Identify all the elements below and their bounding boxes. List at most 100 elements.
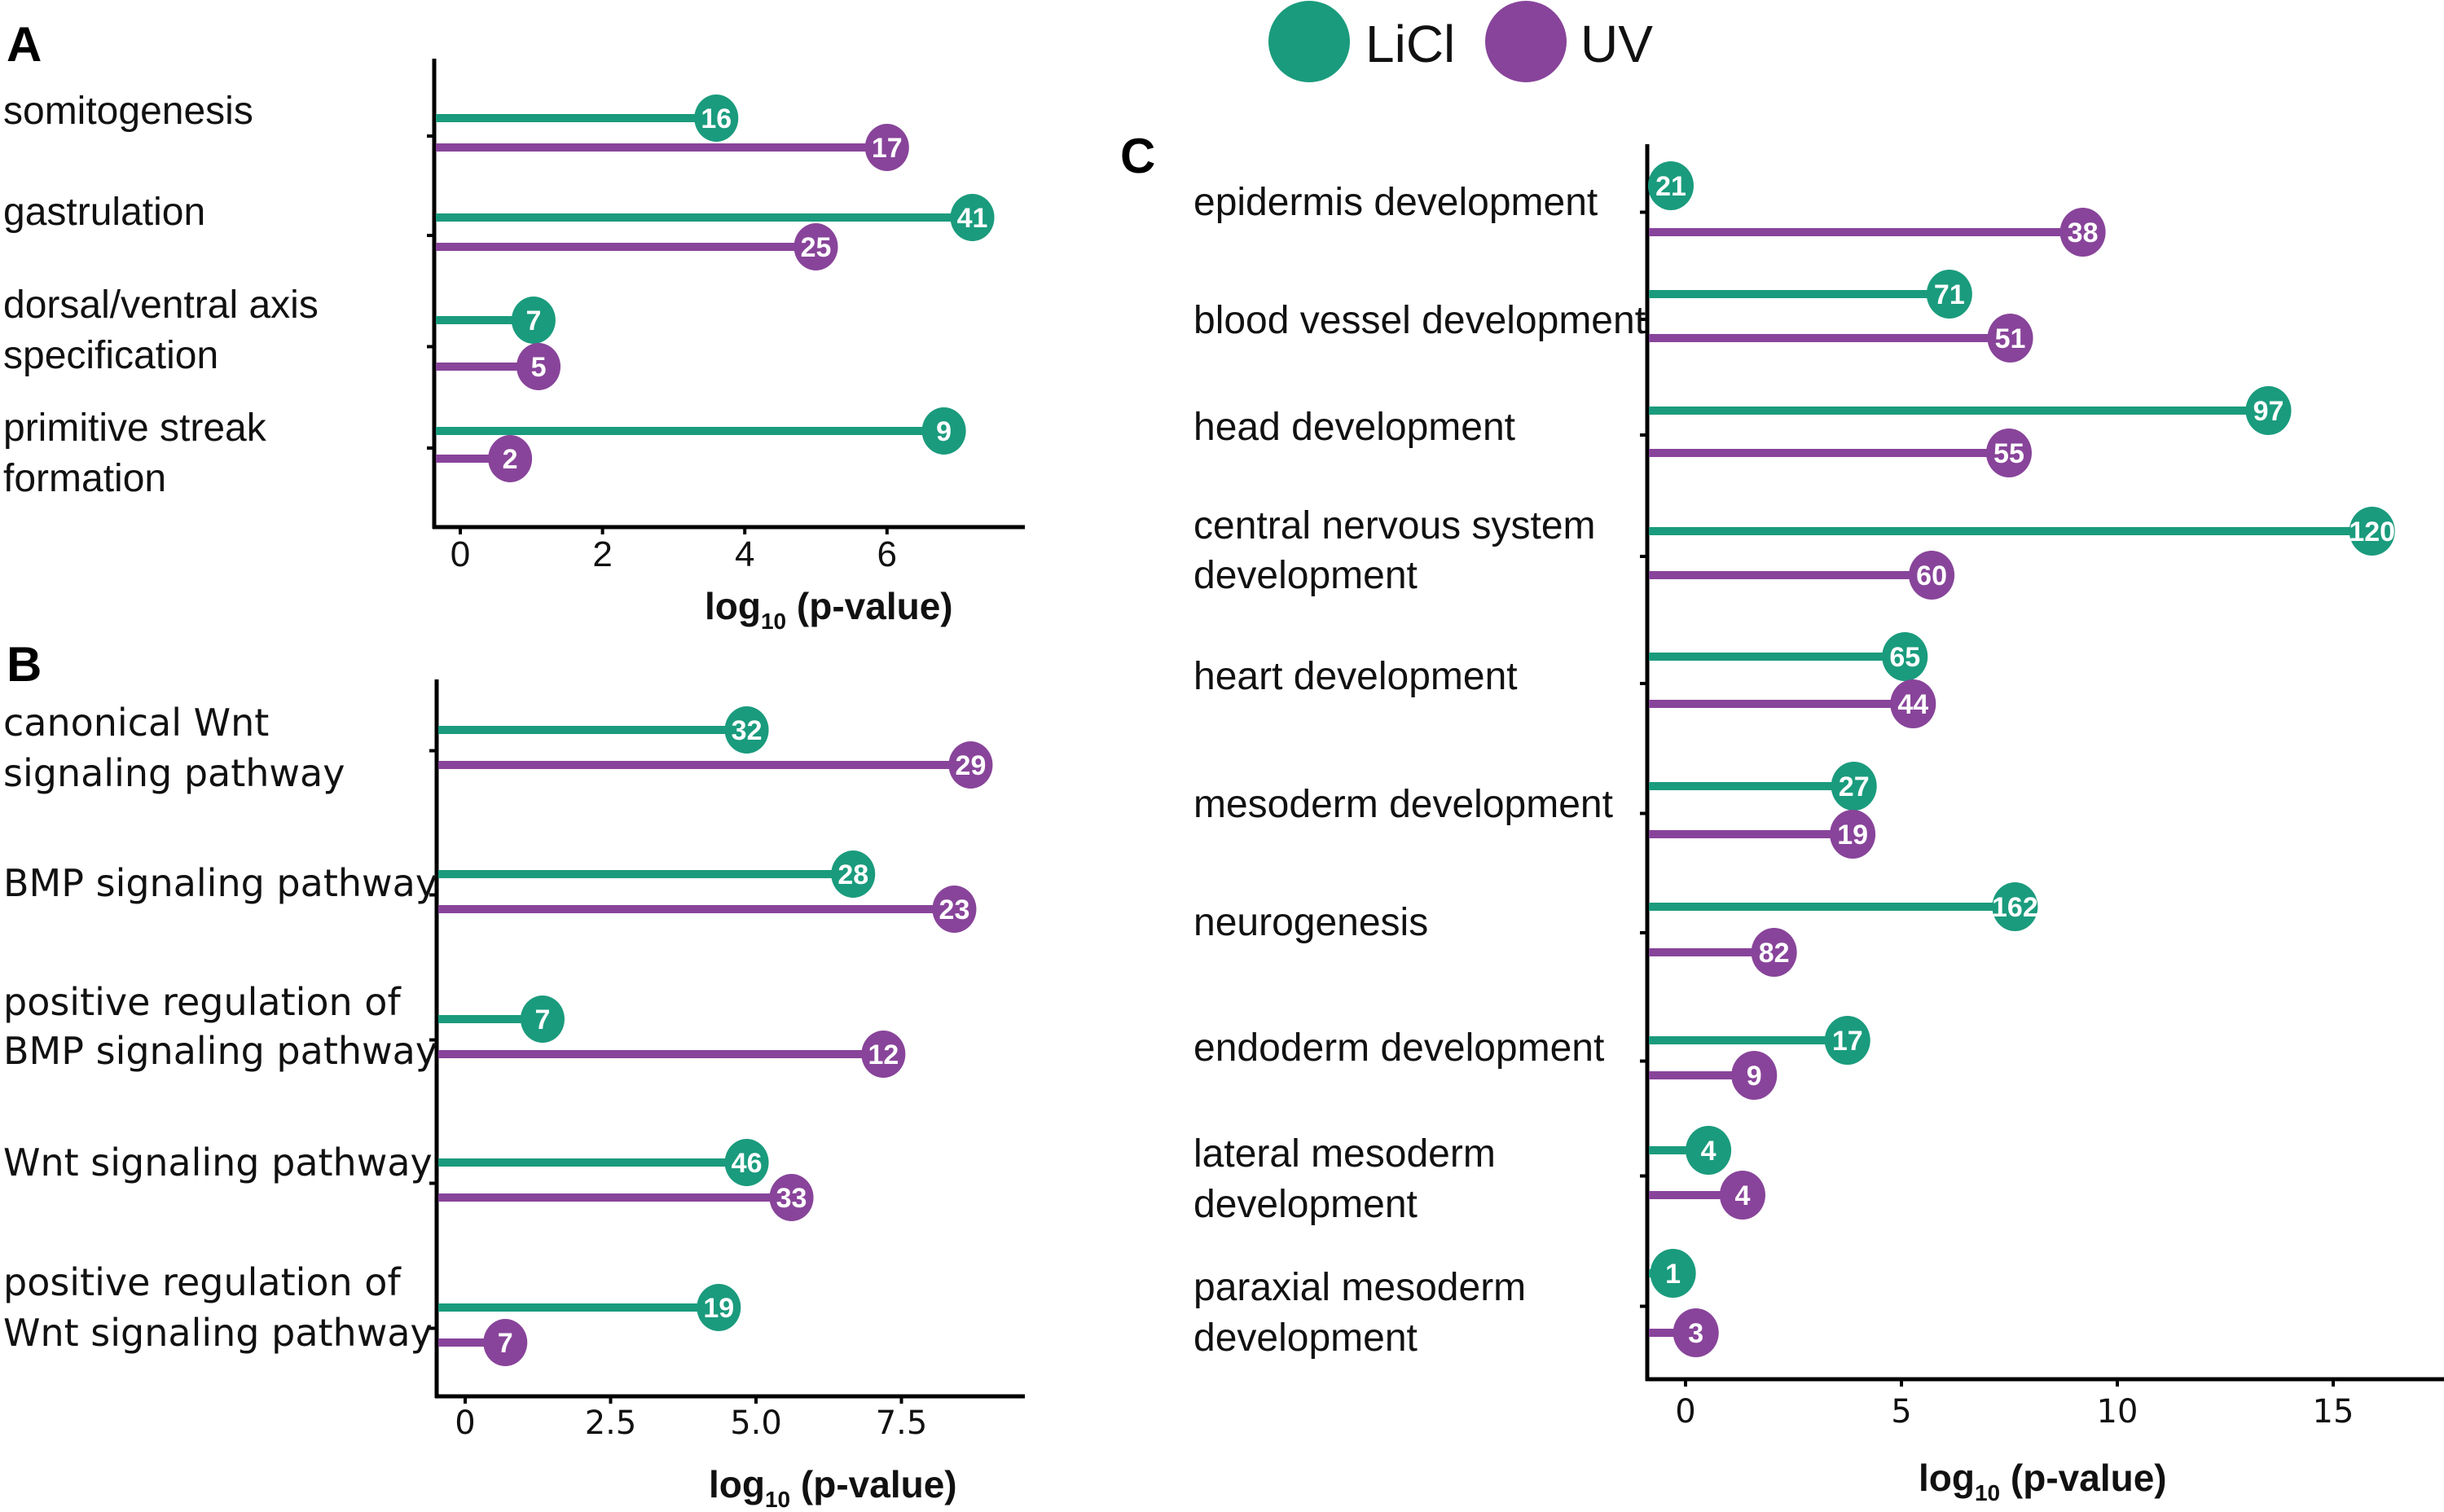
category-label: BMP signaling pathway [3,861,437,905]
lollipop-point-licl [724,1139,769,1186]
panel-label-c: C [1120,129,1155,183]
lollipop-point-uv [516,343,561,390]
panel-c: 0 5 10 15 log10 (p-value) epidermis developme… [1193,144,2444,1505]
gene-count-label-uv: 51 [1995,323,2026,354]
category-label: epidermis development [1193,181,1598,224]
x-tick-label: 15 [2313,1393,2354,1431]
category-label: canonical Wnt [3,701,269,745]
category-label: signaling pathway [3,751,345,795]
lollipop-point-uv [1987,314,2033,363]
gene-count-label-uv: 55 [1993,438,2024,469]
gene-count-label-uv: 29 [956,750,987,781]
x-tick-label: 7.5 [876,1404,928,1442]
gene-count-label-licl: 16 [701,103,732,134]
gene-count-label-licl: 17 [1832,1026,1863,1057]
category-label: development [1193,554,1418,597]
lollipop-point-licl [1926,270,1972,319]
lollipop-point-licl [831,850,876,898]
category-label: heart development [1193,655,1518,698]
gene-count-label-uv: 5 [531,352,547,383]
lollipop-point-uv [1890,679,1936,728]
lollipop-point-uv [932,886,977,933]
panel-b: 0 2.5 5.0 7.5 log10 (p-value) canonical Wnt si… [3,679,1025,1512]
lollipop-point-licl [511,297,556,344]
lollipop-point-licl [2349,507,2395,556]
lollipop-point-licl [1647,161,1694,210]
lollipop-point-licl [950,194,995,241]
lollipop-point-licl [724,706,769,754]
x-tick-label: 0 [1675,1393,1695,1431]
lollipop-point-uv [793,223,838,270]
lollipop-point-licl [1831,762,1877,811]
category-label: blood vessel development [1193,299,1646,342]
lollipop-point-licl [2245,386,2292,435]
gene-count-label-licl: 4 [1701,1136,1717,1167]
gene-count-label-uv: 3 [1688,1318,1703,1349]
gene-count-label-licl: 97 [2253,396,2284,427]
gene-count-label-licl: 162 [1992,892,2038,923]
category-label: head development [1193,406,1515,449]
category-label: development [1193,1183,1418,1226]
gene-count-label-uv: 9 [1747,1061,1762,1092]
panel-a: 0 2 4 6 log10 (p-value) somitogenesis 16 17 gast… [3,59,1025,634]
lollipop-point-uv [1751,928,1797,977]
category-label: neurogenesis [1193,901,1428,944]
lollipop-point-uv [769,1174,814,1221]
legend: LiCl UV [1268,1,1653,82]
gene-count-label-uv: 82 [1759,938,1790,969]
gene-count-label-uv: 38 [2068,218,2099,248]
category-label: BMP signaling pathway [3,1029,437,1073]
x-axis-label: log10 (p-value) [709,1463,957,1512]
lollipop-point-uv [861,1031,906,1078]
gene-count-label-uv: 19 [1837,820,1868,850]
gene-count-label-uv: 17 [872,133,903,164]
gene-count-label-uv: 23 [939,894,970,925]
x-axis-label: log10 (p-value) [1919,1457,2167,1505]
x-tick-label: 2 [592,534,612,574]
category-label: paraxial mesoderm [1193,1266,1526,1309]
x-tick-label: 2.5 [585,1404,637,1442]
lollipop-point-uv [1909,551,1955,600]
lollipop-point-uv [1985,429,2032,477]
gene-count-label-licl: 1 [1665,1259,1681,1290]
legend-licl-swatch [1268,1,1350,82]
category-label: gastrulation [3,191,205,234]
x-tick-label: 0 [455,1404,475,1442]
gene-count-label-licl: 120 [2349,516,2395,547]
gene-count-label-licl: 9 [936,416,952,447]
x-tick-label: 5 [1891,1393,1911,1431]
x-tick-label: 10 [2097,1393,2138,1431]
category-label: specification [3,334,218,377]
lollipop-point-licl [921,407,966,455]
gene-count-label-licl: 7 [535,1004,551,1035]
category-label: lateral mesoderm [1193,1132,1496,1176]
gene-count-label-licl: 32 [732,715,763,746]
panel-label-b: B [7,637,42,692]
gene-count-label-licl: 21 [1655,171,1686,202]
x-tick-label: 5.0 [730,1404,782,1442]
lollipop-point-uv [1719,1171,1765,1220]
lollipop-point-licl [520,996,565,1043]
category-label: dorsal/ventral axis [3,284,319,327]
lollipop-point-licl [694,94,739,142]
lollipop-point-uv [2059,208,2106,257]
lollipop-point-uv [1830,810,1876,859]
lollipop-point-licl [1882,632,1928,681]
category-label: central nervous system [1193,504,1596,547]
gene-count-label-licl: 7 [525,305,541,336]
category-label: Wnt signaling pathway [3,1141,433,1185]
lollipop-point-uv [1731,1051,1778,1100]
gene-count-label-uv: 44 [1897,689,1928,720]
lollipop-point-licl [1992,882,2038,931]
lollipop-point-licl [1824,1016,1870,1065]
panel-label-a: A [7,17,42,72]
gene-count-label-uv: 12 [868,1040,899,1070]
lollipop-point-uv [488,435,533,482]
gene-count-label-uv: 2 [503,444,518,475]
category-label: mesoderm development [1193,783,1613,826]
x-axis-label: log10 (p-value) [705,585,953,634]
category-label: endoderm development [1193,1026,1604,1070]
gene-count-label-uv: 4 [1734,1180,1750,1211]
lollipop-point-uv [1673,1308,1719,1357]
